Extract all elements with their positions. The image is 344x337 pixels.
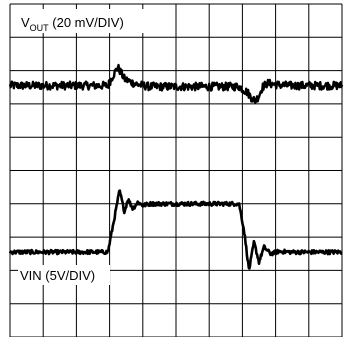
grid — [9, 3, 343, 337]
traces — [8, 63, 344, 270]
vin-label: VIN (5V/DIV) — [18, 265, 110, 285]
vout-label-rest: (20 mV/DIV) — [49, 15, 124, 30]
vout-label-background — [20, 9, 170, 33]
vin-label-text: VIN (5V/DIV) — [20, 268, 95, 283]
vout-trace — [8, 63, 344, 104]
vout-label: VOUT (20 mV/DIV) — [20, 9, 170, 33]
vin-label-background — [18, 265, 110, 285]
vin-trace — [8, 189, 343, 270]
vout-label-sub: OUT — [30, 23, 50, 33]
vout-label-main: V — [21, 15, 30, 30]
vout-label-text: VOUT (20 mV/DIV) — [21, 15, 124, 33]
